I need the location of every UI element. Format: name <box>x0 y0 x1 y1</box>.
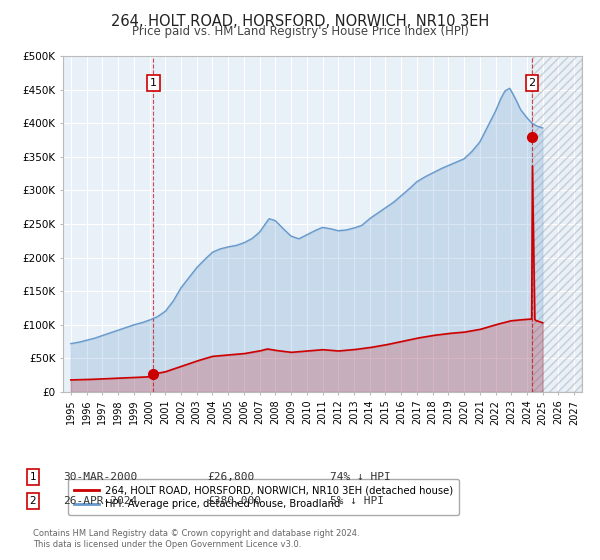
Text: This data is licensed under the Open Government Licence v3.0.: This data is licensed under the Open Gov… <box>33 540 301 549</box>
Text: 26-APR-2024: 26-APR-2024 <box>63 496 137 506</box>
Text: 1: 1 <box>29 472 37 482</box>
Text: Contains HM Land Registry data © Crown copyright and database right 2024.: Contains HM Land Registry data © Crown c… <box>33 529 359 538</box>
Text: 264, HOLT ROAD, HORSFORD, NORWICH, NR10 3EH: 264, HOLT ROAD, HORSFORD, NORWICH, NR10 … <box>111 14 489 29</box>
Text: 1: 1 <box>150 78 157 88</box>
Text: 74% ↓ HPI: 74% ↓ HPI <box>330 472 391 482</box>
Text: 2: 2 <box>29 496 37 506</box>
Text: 5% ↓ HPI: 5% ↓ HPI <box>330 496 384 506</box>
Text: Price paid vs. HM Land Registry's House Price Index (HPI): Price paid vs. HM Land Registry's House … <box>131 25 469 38</box>
Text: £380,000: £380,000 <box>207 496 261 506</box>
Text: 30-MAR-2000: 30-MAR-2000 <box>63 472 137 482</box>
Text: £26,800: £26,800 <box>207 472 254 482</box>
Text: 2: 2 <box>529 78 536 88</box>
Legend: 264, HOLT ROAD, HORSFORD, NORWICH, NR10 3EH (detached house), HPI: Average price: 264, HOLT ROAD, HORSFORD, NORWICH, NR10 … <box>68 479 459 515</box>
